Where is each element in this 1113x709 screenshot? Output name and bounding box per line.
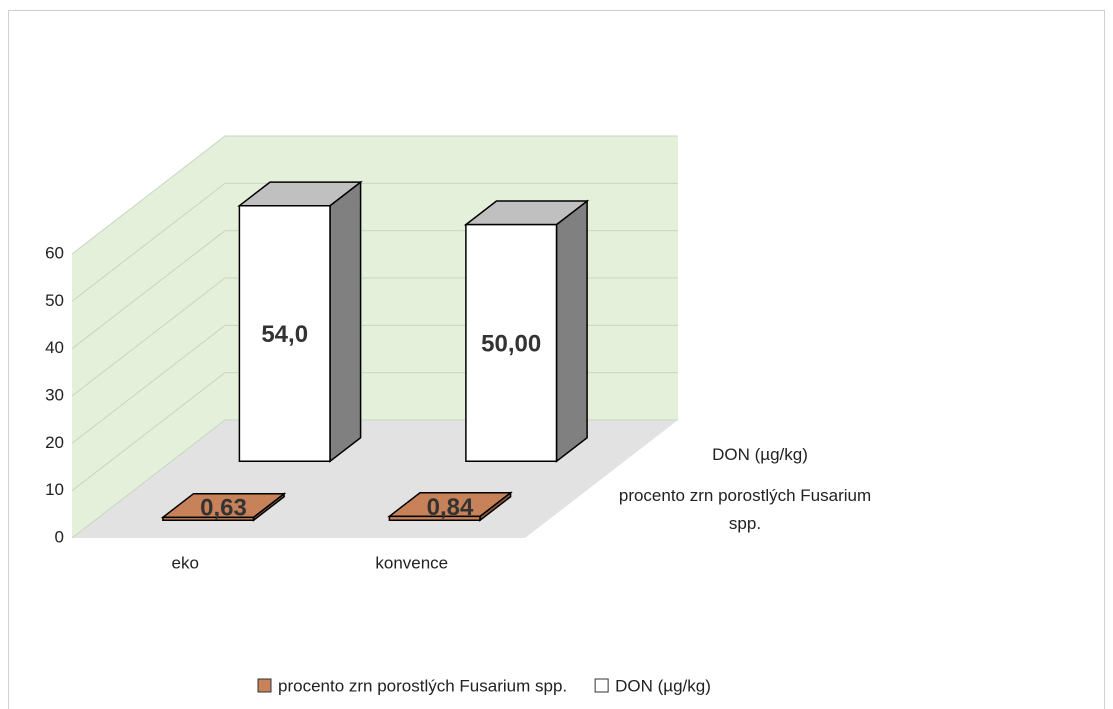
y-tick-label: 10 — [45, 480, 64, 499]
y-tick-label: 50 — [45, 291, 64, 310]
bar — [162, 516, 255, 522]
value-label: 0,63 — [200, 494, 247, 521]
bar-side — [555, 199, 588, 463]
legend-label: DON (µg/kg) — [615, 676, 711, 695]
grid-line — [71, 135, 678, 255]
bar-side — [329, 180, 362, 463]
y-tick-label: 30 — [45, 385, 64, 404]
depth-label: procento zrn porostlých Fusarium spp. — [618, 486, 872, 533]
chart-frame — [8, 10, 1105, 709]
x-tick-label: konvence — [375, 553, 448, 572]
value-label: 50,00 — [481, 330, 541, 357]
y-tick-label: 20 — [45, 433, 64, 452]
y-tick-label: 40 — [45, 338, 64, 357]
legend-label: procento zrn porostlých Fusarium spp. — [278, 676, 567, 695]
grid-line — [71, 182, 678, 302]
depth-label: DON (µg/kg) — [712, 445, 808, 464]
bar — [388, 515, 481, 522]
legend-swatch — [257, 678, 272, 693]
value-label: 54,0 — [261, 321, 308, 348]
x-tick-label: eko — [172, 553, 199, 572]
legend-swatch — [594, 678, 609, 693]
y-tick-label: 60 — [45, 243, 64, 262]
bar — [465, 223, 558, 463]
y-tick-label: 0 — [55, 527, 64, 546]
bar — [238, 204, 331, 463]
value-label: 0,84 — [427, 494, 474, 521]
